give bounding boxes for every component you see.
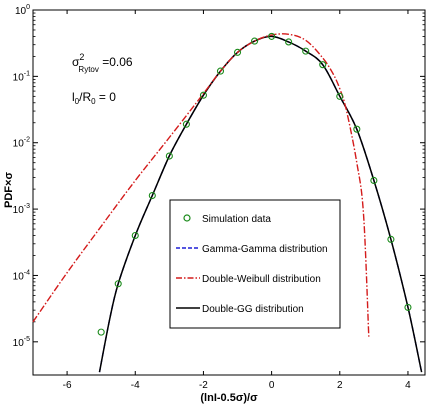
y-tick-label: 100 [15,4,30,17]
legend-label-gamma-gamma: Gamma-Gamma distribution [202,244,328,255]
series-double-gg-distribution-line [98,35,423,373]
series-simulation-data-marker [216,67,225,75]
series-simulation-data-marker [387,235,395,243]
x-tick-label: 4 [405,380,411,391]
series-simulation-data-marker [165,152,173,160]
x-axis-label: (lnI-0.5σ)/σ [200,392,258,404]
series-simulation-data-marker [131,231,139,240]
series-simulation-data-marker [353,125,361,133]
annotation-sigma: σ2 Rytov =0.06 [72,52,133,74]
y-tick-label: 10-5 [13,336,30,349]
x-tick-label: -4 [131,380,140,391]
annotation-ratio-lsub: 0 [75,97,80,106]
series-simulation-data-marker [404,303,412,311]
series-simulation-data-marker [182,120,190,128]
annotation-ratio-slash: /R [79,90,91,104]
x-tick-label: 0 [269,380,275,391]
series-simulation-data-marker [199,91,207,99]
series-simulation-data-marker [370,176,378,185]
y-tick-label: 10-2 [13,137,30,150]
annotation-sigma-tail: =0.06 [99,55,133,69]
y-tick-label: 10-4 [13,269,30,282]
legend-entry-double-gg: Double-GG distribution [176,304,304,315]
legend-box [169,199,341,329]
legend: Simulation data Gamma-Gamma distribution… [169,199,341,329]
legend-label-double-gg: Double-GG distribution [202,304,304,315]
legend-label-simulation: Simulation data [202,214,271,225]
series-simulation-data-marker [302,47,310,55]
series-layer [32,32,423,373]
annotation-ratio-rsub: 0 [91,97,96,106]
series-simulation-data-marker [268,32,276,40]
series-simulation-data-marker [148,191,156,200]
legend-entry-simulation: Simulation data [183,214,271,225]
x-tick-label: -2 [199,380,208,391]
annotation-sigma-base: σ [72,55,80,69]
svg-text:l0/R0 = 0: l0/R0 = 0 [72,90,116,106]
x-tick-label: 2 [337,380,343,391]
annotation-sigma-sub: Rytov [78,65,98,74]
legend-label-double-weibull: Double-Weibull distribution [202,274,321,285]
y-tick-label: 10-1 [13,70,30,83]
annotation-sigma-sup: 2 [79,52,84,62]
annotation-ratio-tail: = 0 [96,90,117,104]
legend-marker-circle [183,214,191,222]
series-simulation-data-marker [336,92,344,100]
series-simulation-data-marker [285,38,293,46]
legend-entry-double-weibull: Double-Weibull distribution [176,274,321,285]
series-simulation-data-marker [251,37,259,45]
axis-ticks: -6 -4 -2 0 2 4 100 10-1 10-2 10-3 10-4 10-5 [13,4,425,391]
annotation-ratio: l0/R0 = 0 [72,90,116,106]
series-simulation-data-marker [97,328,105,336]
legend-entry-gamma-gamma: Gamma-Gamma distribution [176,244,328,255]
annotation-ratio-l: l [72,90,75,104]
series-simulation-data-marker [233,48,242,56]
x-tick-label: -6 [63,380,72,391]
series-simulation-data-marker [114,280,122,288]
y-tick-label: 10-3 [13,203,30,216]
series-simulation-data-marker [319,61,327,69]
y-axis-label: PDF×σ [3,172,15,208]
